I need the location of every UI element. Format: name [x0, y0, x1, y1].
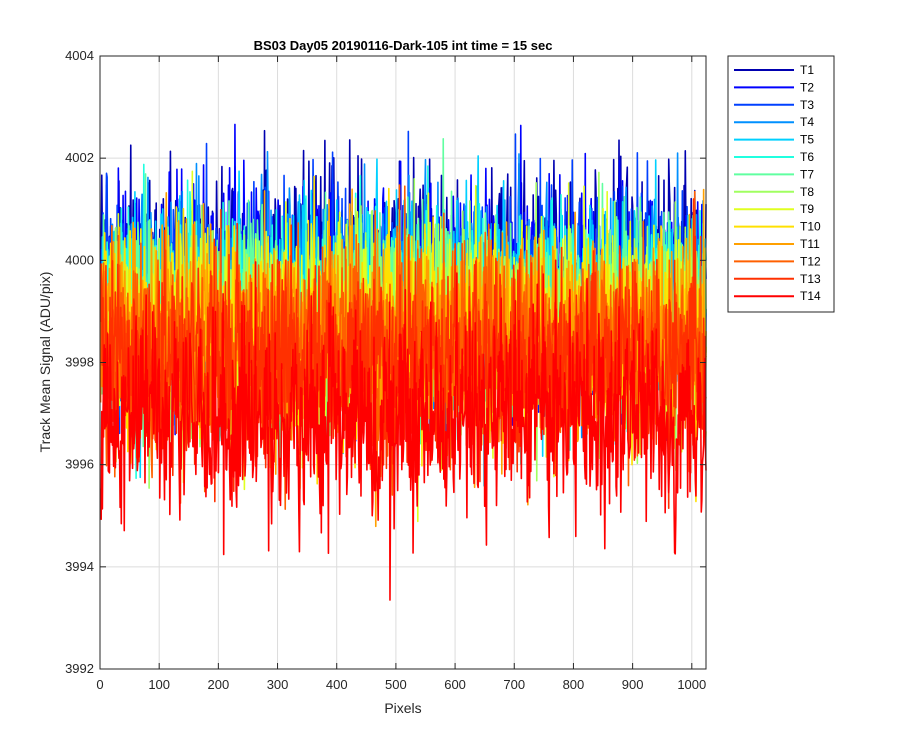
y-axis-label: Track Mean Signal (ADU/pix)	[37, 272, 53, 453]
legend-entry-label: T5	[800, 133, 814, 147]
y-tick-label: 4004	[65, 48, 94, 63]
x-axis-label: Pixels	[384, 700, 421, 716]
data-series	[99, 123, 707, 601]
y-tick-label: 3996	[65, 457, 94, 472]
chart-title: BS03 Day05 20190116-Dark-105 int time = …	[254, 38, 553, 53]
legend-entry-label: T6	[800, 150, 814, 164]
legend-entry-label: T8	[800, 185, 814, 199]
legend-entry-label: T13	[800, 272, 821, 286]
legend-entry-label: T11	[800, 237, 820, 251]
y-tick-label: 3998	[65, 355, 94, 370]
x-tick-label: 800	[563, 677, 585, 692]
x-tick-label: 300	[267, 677, 289, 692]
y-tick-label: 3994	[65, 559, 94, 574]
x-tick-label: 600	[444, 677, 466, 692]
legend-entry-label: T14	[800, 289, 821, 303]
x-tick-label: 400	[326, 677, 348, 692]
legend-entry-label: T10	[800, 220, 821, 234]
legend: T1 T2 T3 T4 T5 T6 T7 T8 T9 T10 T11 T12 T13 T14	[727, 55, 835, 313]
x-tick-label: 0	[96, 677, 103, 692]
x-tick-label: 1000	[677, 677, 706, 692]
legend-entry-label: T12	[800, 254, 821, 268]
x-tick-label: 500	[385, 677, 407, 692]
axis-ticks: 0 100 200 300 400 500 600 700 800 900 1000 3992 3994…	[65, 48, 706, 692]
legend-entry-label: T1	[800, 63, 814, 77]
legend-entry-label: T2	[800, 80, 814, 94]
legend-entry-label: T9	[800, 202, 814, 216]
series-line-t14	[99, 259, 707, 601]
y-tick-label: 4002	[65, 150, 94, 165]
x-tick-label: 200	[208, 677, 230, 692]
y-tick-label: 4000	[65, 252, 94, 267]
legend-entry-label: T3	[800, 98, 814, 112]
x-tick-label: 100	[148, 677, 170, 692]
legend-entry-label: T4	[800, 115, 814, 129]
legend-entry-label: T7	[800, 167, 814, 181]
y-tick-label: 3992	[65, 661, 94, 676]
legend-box	[727, 55, 835, 313]
x-tick-label: 900	[622, 677, 644, 692]
x-tick-label: 700	[503, 677, 525, 692]
